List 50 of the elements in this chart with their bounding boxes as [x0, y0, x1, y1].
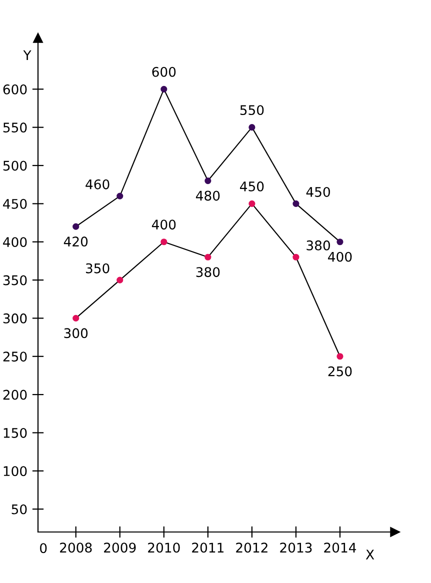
x-tick-label: 2011 — [192, 542, 224, 553]
point — [292, 254, 300, 260]
y-tick-label: 100 — [4, 466, 27, 476]
point — [116, 192, 124, 200]
point — [248, 124, 256, 131]
x-axis-title: X — [366, 550, 374, 560]
y-tick-label: 300 — [3, 313, 27, 324]
point — [72, 223, 80, 230]
y-tick-label: 50 — [12, 504, 27, 514]
point — [248, 200, 256, 207]
point — [336, 238, 344, 246]
data-label: 450 — [306, 186, 330, 197]
x-tick-label: 2010 — [148, 542, 180, 553]
data-label: 350 — [86, 263, 110, 274]
point — [160, 86, 168, 92]
point — [72, 314, 80, 322]
data-label: 300 — [64, 328, 88, 338]
data-label: 380 — [306, 240, 330, 250]
x-tick-label: 2012 — [236, 542, 268, 553]
data-label: 400 — [328, 252, 352, 262]
y-tick-label: 450 — [3, 198, 27, 209]
point — [292, 200, 300, 207]
data-label: 480 — [196, 190, 220, 201]
y-tick-label: 500 — [3, 160, 27, 171]
y-tick-label: 200 — [3, 390, 27, 400]
text: 0 — [40, 543, 47, 554]
data-label: 600 — [152, 66, 176, 77]
data-label: 420 — [64, 236, 88, 247]
point — [336, 353, 344, 360]
x-tick-label: 2013 — [280, 542, 312, 553]
y-tick-label: 600 — [3, 84, 27, 94]
point — [160, 238, 168, 246]
y-tick-label: 400 — [3, 237, 27, 248]
data-label: 460 — [86, 179, 110, 190]
data-label: 400 — [152, 220, 176, 230]
x-tick-label: 2014 — [324, 542, 356, 553]
data-label: 550 — [240, 105, 264, 116]
point — [204, 177, 212, 184]
data-label: 450 — [240, 181, 264, 192]
point — [116, 276, 124, 284]
x-tick-label: 2009 — [104, 542, 136, 553]
y-tick-label: 350 — [3, 275, 27, 286]
data-label: 380 — [196, 267, 220, 278]
y-axis-title: Y — [23, 50, 32, 60]
point — [204, 254, 212, 260]
y-tick-label: 550 — [3, 122, 27, 133]
y-tick-label: 250 — [3, 352, 27, 362]
data-label: 250 — [328, 366, 352, 376]
y-tick-label: 150 — [4, 428, 27, 438]
x-tick-label: 2008 — [60, 542, 92, 553]
